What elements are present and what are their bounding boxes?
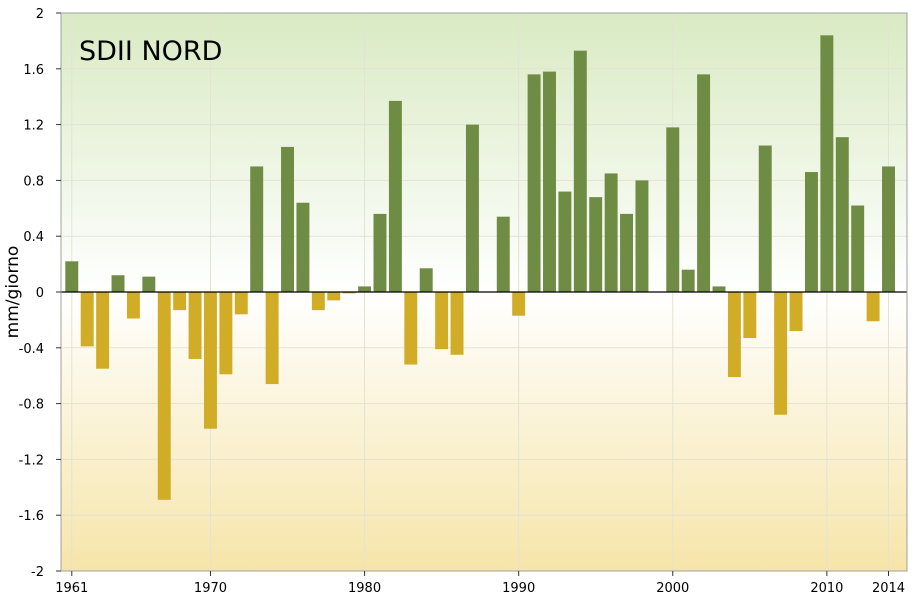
- bar-1974: [265, 292, 279, 385]
- bar-1992: [543, 71, 556, 292]
- bar-2003: [712, 286, 726, 292]
- y-axis-label: mm/giorno: [3, 246, 23, 339]
- bar-1971: [219, 292, 233, 375]
- bar-2000: [666, 127, 680, 292]
- y-tick-label: -2: [31, 565, 44, 580]
- bar-1963: [96, 292, 110, 369]
- bar-1978: [327, 292, 341, 301]
- bar-1995: [589, 197, 603, 292]
- y-tick-label: 1.6: [23, 63, 44, 78]
- bar-1966: [142, 276, 156, 292]
- bar-1968: [173, 292, 187, 311]
- bar-1976: [296, 202, 310, 292]
- x-tick-label: 1970: [194, 581, 227, 596]
- bar-2013: [866, 292, 880, 322]
- bar-2008: [789, 292, 803, 332]
- bar-1964: [111, 275, 125, 292]
- bar-1993: [558, 191, 572, 292]
- y-tick-label: 0.8: [23, 174, 44, 189]
- bar-1982: [388, 100, 402, 292]
- bar-2012: [851, 205, 865, 292]
- bar-1984: [419, 268, 433, 292]
- y-tick-label: 1.2: [23, 119, 44, 134]
- bar-1998: [635, 180, 649, 292]
- bar-2014: [882, 166, 895, 292]
- bar-1962: [80, 292, 94, 347]
- bar-1991: [527, 74, 541, 292]
- bar-1987: [465, 124, 479, 292]
- bar-2002: [697, 74, 711, 292]
- bar-1994: [573, 50, 587, 292]
- y-tick-label: 0: [36, 286, 44, 301]
- x-tick-label: 2010: [810, 581, 843, 596]
- y-tick-label: -0.8: [19, 398, 44, 413]
- y-tick-label: -1.2: [19, 453, 44, 468]
- bar-2001: [681, 269, 695, 292]
- bar-1969: [188, 292, 202, 359]
- bar-2006: [758, 145, 772, 292]
- bar-1980: [358, 286, 372, 292]
- bar-2010: [820, 35, 834, 292]
- bar-1961: [65, 261, 79, 292]
- bar-2009: [804, 172, 818, 292]
- bar-1989: [496, 216, 510, 292]
- bar-2007: [774, 292, 788, 415]
- bar-1985: [435, 292, 449, 350]
- bar-1979: [342, 292, 356, 294]
- y-tick-label: 2: [36, 7, 44, 22]
- x-tick-label: 1990: [502, 581, 535, 596]
- x-tick-label: 1961: [55, 581, 88, 596]
- y-tick-label: 0.4: [23, 230, 44, 245]
- y-tick-label: -1.6: [19, 509, 44, 524]
- bar-1973: [250, 166, 264, 292]
- y-tick-label: -0.4: [19, 342, 44, 357]
- bar-1967: [157, 292, 171, 500]
- bar-1972: [234, 292, 248, 315]
- bar-2004: [727, 292, 741, 378]
- bars: [65, 35, 895, 500]
- bar-1990: [512, 292, 526, 316]
- bar-1996: [604, 173, 618, 292]
- bar-1970: [204, 292, 217, 429]
- bar-1975: [281, 146, 294, 292]
- x-tick-label: 2000: [656, 581, 689, 596]
- x-tick-label: 1980: [348, 581, 381, 596]
- bar-2005: [743, 292, 757, 339]
- x-axis-ticks: 1961 1970 1980 1990 2000 2010 2014: [55, 571, 905, 596]
- bar-1997: [620, 213, 634, 292]
- bar-1965: [126, 292, 140, 319]
- chart-title: SDII NORD: [79, 36, 222, 67]
- x-tick-label: 2014: [872, 581, 905, 596]
- bar-1977: [311, 292, 325, 311]
- bar-2011: [835, 137, 849, 292]
- bar-1981: [373, 213, 387, 292]
- bar-1986: [450, 292, 464, 355]
- y-axis-ticks: 2 1.6 1.2 0.8 0.4 0 -0.4 -0.8 -1.2 -1.6 -2: [19, 7, 61, 580]
- bar-1983: [404, 292, 418, 365]
